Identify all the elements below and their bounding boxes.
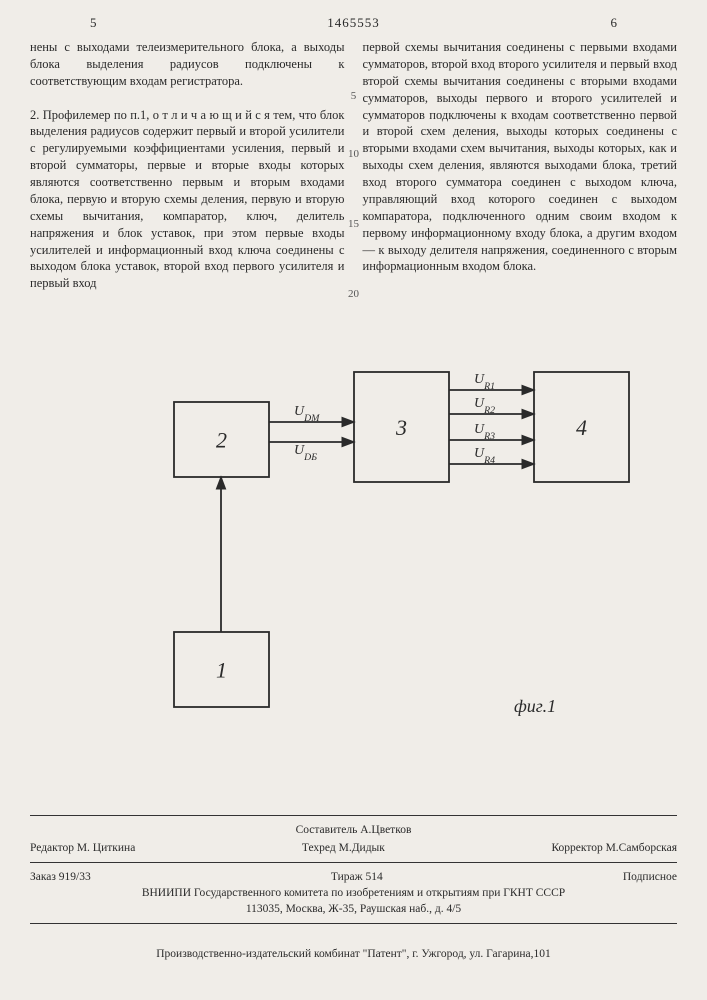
- block-label-2: 2: [216, 428, 227, 453]
- signature: Подписное: [623, 869, 677, 885]
- corrector: Корректор М.Самборская: [551, 840, 677, 856]
- line-number: 15: [344, 217, 364, 232]
- figure-1: 1 2 3 4 UDM UDБ UR1 UR2 UR3 UR4 фиг.1: [30, 312, 677, 757]
- divider: [30, 923, 677, 924]
- editor: Редактор М. Циткина: [30, 840, 135, 856]
- col-num-left: 5: [90, 15, 97, 31]
- left-column: нены с выходами телеизмерительного блока…: [30, 39, 345, 292]
- line-number: 5: [344, 89, 364, 104]
- org-line: ВНИИПИ Государственного комитета по изоб…: [30, 885, 677, 901]
- diagram-svg: 1 2 3 4 UDM UDБ UR1 UR2 UR3 UR4 фиг.1: [44, 312, 664, 752]
- block-label-4: 4: [576, 415, 587, 440]
- signal-label: UR1: [474, 372, 495, 392]
- figure-caption: фиг.1: [514, 696, 556, 716]
- signal-label: UDБ: [294, 443, 317, 463]
- page-header: 5 1465553 6: [30, 15, 677, 31]
- tech-editor: Техред М.Дидык: [302, 840, 385, 856]
- divider: [30, 862, 677, 863]
- tirazh: Тираж 514: [331, 869, 383, 885]
- printer-line: Производственно-издательский комбинат "П…: [30, 948, 677, 960]
- patent-number: 1465553: [327, 15, 380, 30]
- compositor-line: Составитель А.Цветков: [30, 822, 677, 838]
- address-line: 113035, Москва, Ж-35, Раушская наб., д. …: [30, 901, 677, 917]
- block-label-3: 3: [395, 415, 407, 440]
- imprint-block: Составитель А.Цветков Редактор М. Циткин…: [30, 809, 677, 930]
- signal-label: UR4: [474, 446, 495, 466]
- right-column: первой схемы вычитания соединены с первы…: [363, 39, 678, 292]
- block-label-1: 1: [216, 658, 227, 683]
- line-number: 20: [344, 287, 364, 302]
- text-columns: нены с выходами телеизмерительного блока…: [30, 39, 677, 292]
- line-number: 10: [344, 147, 364, 162]
- signal-label: UR2: [474, 396, 495, 416]
- col-num-right: 6: [611, 15, 618, 31]
- divider: [30, 815, 677, 816]
- signal-label: UDM: [294, 404, 320, 424]
- signal-label: UR3: [474, 422, 495, 442]
- order-num: Заказ 919/33: [30, 869, 91, 885]
